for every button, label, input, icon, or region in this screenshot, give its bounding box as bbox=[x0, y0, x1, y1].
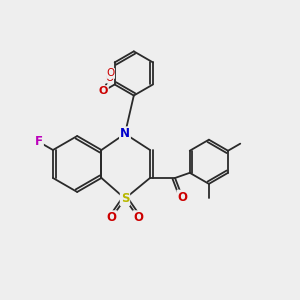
Text: F: F bbox=[35, 135, 43, 148]
Text: O: O bbox=[105, 73, 113, 83]
Text: O: O bbox=[98, 86, 108, 96]
Text: S: S bbox=[121, 192, 129, 205]
Text: O: O bbox=[177, 190, 188, 204]
Text: O: O bbox=[133, 211, 143, 224]
Text: O: O bbox=[107, 211, 117, 224]
Text: O: O bbox=[106, 68, 115, 78]
Text: N: N bbox=[120, 127, 130, 140]
